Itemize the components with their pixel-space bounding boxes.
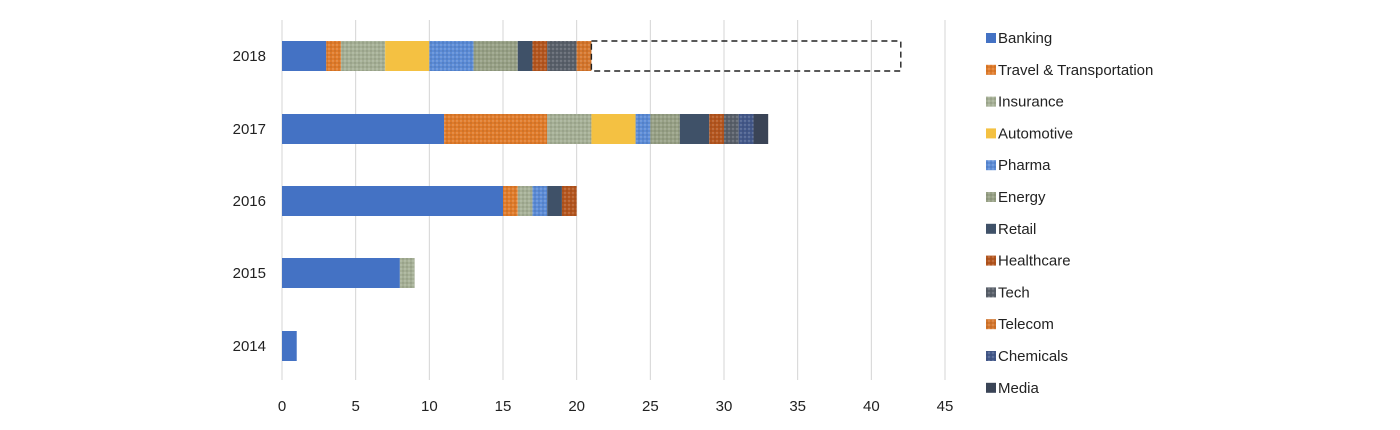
x-tick-label-5: 5 (351, 398, 359, 415)
bar-2017-chemicals (738, 114, 754, 144)
x-tick-labels: 0 5 10 15 20 25 30 35 40 45 (278, 398, 954, 415)
legend-label-energy: Energy (998, 189, 1046, 206)
bar-2015-insurance (399, 258, 415, 288)
bar-2018-automotive (385, 41, 430, 71)
legend-label-automotive: Automotive (998, 125, 1073, 142)
legend-swatch-tech (986, 287, 996, 298)
legend-swatch-media (986, 382, 996, 393)
legend-label-travel-transportation: Travel & Transportation (998, 62, 1153, 79)
bar-2018-banking (282, 41, 327, 71)
x-tick-label-35: 35 (789, 398, 806, 415)
bar-2017-travel-transportation (444, 114, 548, 144)
legend-swatch-retail (986, 223, 996, 234)
bar-2016-travel-transportation (503, 186, 518, 216)
bar-2018-pharma (429, 41, 474, 71)
bar-2017-pharma (635, 114, 651, 144)
legend: Banking Travel & Transportation Insurance A… (986, 30, 1153, 397)
legend-label-media: Media (998, 380, 1040, 397)
bar-2018-travel-transportation (326, 41, 341, 71)
x-tick-label-45: 45 (937, 398, 954, 415)
bar-2018-telecom (576, 41, 592, 71)
legend-label-tech: Tech (998, 284, 1030, 301)
legend-label-pharma: Pharma (998, 157, 1051, 174)
bar-2017-media (753, 114, 769, 144)
category-label-2015: 2015 (233, 265, 266, 282)
bar-2016-pharma (532, 186, 548, 216)
legend-swatch-energy (986, 192, 996, 202)
category-label-2017: 2017 (233, 121, 266, 138)
bar-2017-energy (650, 114, 680, 144)
bar-2018-insurance (340, 41, 386, 71)
legend-label-healthcare: Healthcare (998, 253, 1071, 270)
bar-2017-tech (724, 114, 739, 144)
bars (282, 41, 769, 361)
bar-2016-retail (547, 186, 562, 216)
x-tick-label-0: 0 (278, 398, 286, 415)
bar-2017-healthcare (709, 114, 724, 144)
legend-swatch-healthcare (986, 255, 996, 266)
legend-swatch-banking (986, 33, 996, 43)
projection-outline (590, 40, 902, 72)
bar-2016-healthcare (561, 186, 577, 216)
bar-2017-insurance (547, 114, 592, 144)
legend-label-banking: Banking (998, 30, 1052, 47)
category-labels: 2018 2017 2016 2015 2014 (233, 48, 266, 355)
x-tick-label-15: 15 (495, 398, 512, 415)
bar-2015-banking (282, 258, 400, 288)
bar-2018-retail (517, 41, 533, 71)
projection-box-2018 (590, 40, 902, 72)
bar-2016-insurance (517, 186, 533, 216)
bar-2018-energy (473, 41, 518, 71)
x-tick-label-20: 20 (568, 398, 585, 415)
bar-2017-retail (679, 114, 710, 144)
legend-swatch-travel-transportation (986, 64, 996, 75)
legend-swatch-automotive (986, 128, 996, 139)
legend-swatch-chemicals (986, 351, 996, 361)
legend-swatch-telecom (986, 319, 996, 330)
category-label-2018: 2018 (233, 48, 266, 65)
x-tick-label-30: 30 (716, 398, 733, 415)
bar-2017-automotive (591, 114, 636, 144)
legend-label-telecom: Telecom (998, 316, 1054, 333)
x-tick-label-10: 10 (421, 398, 438, 415)
x-tick-label-40: 40 (863, 398, 880, 415)
legend-label-chemicals: Chemicals (998, 348, 1068, 365)
category-label-2014: 2014 (233, 338, 266, 355)
bar-2016-banking (282, 186, 503, 216)
legend-swatch-pharma (986, 160, 996, 171)
bar-2014-banking (282, 331, 297, 361)
legend-label-insurance: Insurance (998, 94, 1064, 111)
x-tick-label-25: 25 (642, 398, 659, 415)
bar-2017-banking (282, 114, 445, 144)
legend-label-retail: Retail (998, 221, 1036, 238)
category-label-2016: 2016 (233, 193, 266, 210)
bar-2018-healthcare (532, 41, 548, 71)
legend-swatch-insurance (986, 96, 996, 107)
bar-2018-tech (547, 41, 577, 71)
